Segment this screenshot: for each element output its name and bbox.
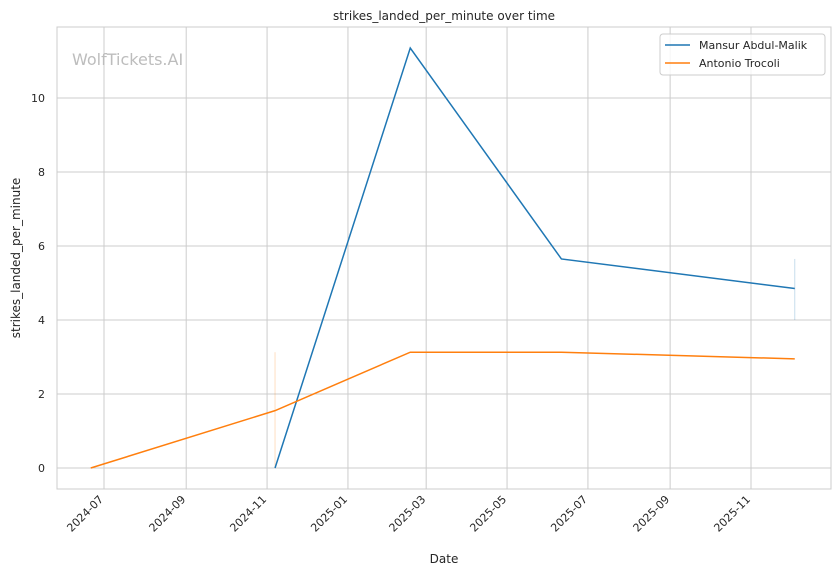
confidence-intervals (275, 259, 795, 468)
y-tick-label: 2 (38, 388, 45, 401)
x-tick-label: 2025-07 (548, 493, 590, 535)
x-tick-label: 2024-07 (64, 493, 106, 535)
x-tick-label: 2025-11 (711, 493, 753, 535)
legend-label-antonio: Antonio Trocoli (699, 57, 780, 70)
x-tick-labels: 2024-07 2024-09 2024-11 2025-01 2025-03 2025-… (64, 493, 753, 535)
watermark: WolfTickets.AI (72, 50, 183, 69)
legend-label-mansur: Mansur Abdul-Malik (699, 39, 808, 52)
series-line-0 (275, 48, 795, 468)
chart-title: strikes_landed_per_minute over time (333, 9, 555, 23)
series-line-1 (91, 352, 795, 468)
x-tick-label: 2025-01 (308, 493, 350, 535)
y-axis-label: strikes_landed_per_minute (9, 178, 23, 339)
y-tick-label: 10 (31, 92, 45, 105)
series-lines (91, 48, 795, 468)
x-axis-label: Date (430, 552, 459, 566)
x-tick-label: 2025-03 (387, 493, 429, 535)
x-tick-label: 2024-11 (227, 493, 269, 535)
x-tick-label: 2024-09 (147, 493, 189, 535)
y-tick-labels: 0 2 4 6 8 10 (31, 92, 45, 475)
legend: Mansur Abdul-Malik Antonio Trocoli (660, 34, 825, 75)
x-tick-label: 2025-09 (631, 493, 673, 535)
y-tick-label: 6 (38, 240, 45, 253)
y-tick-label: 4 (38, 314, 45, 327)
y-tick-label: 8 (38, 166, 45, 179)
x-tick-label: 2025-05 (467, 493, 509, 535)
y-tick-label: 0 (38, 462, 45, 475)
